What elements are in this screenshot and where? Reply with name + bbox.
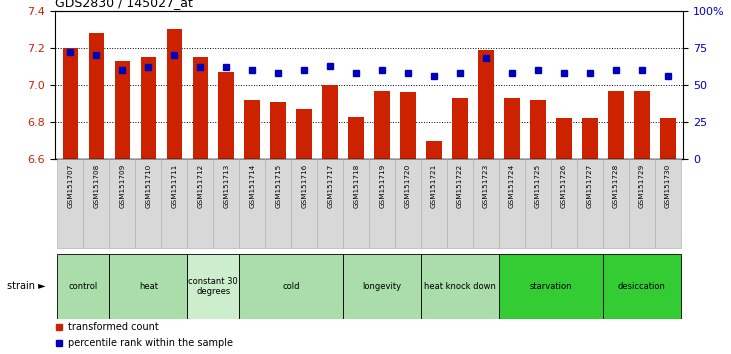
Text: GSM151726: GSM151726	[561, 164, 567, 208]
Bar	[140, 57, 156, 159]
Bar	[473, 159, 499, 248]
Text: GSM151719: GSM151719	[379, 164, 385, 208]
Bar	[369, 159, 395, 248]
Bar	[629, 159, 655, 248]
Bar	[374, 91, 390, 159]
Bar	[395, 159, 421, 248]
Bar	[582, 119, 598, 159]
Text: GSM151730: GSM151730	[665, 164, 671, 208]
Bar	[447, 159, 473, 248]
Bar	[603, 254, 681, 319]
Bar	[265, 159, 291, 248]
Text: constant 30
degrees: constant 30 degrees	[189, 277, 238, 296]
Text: starvation: starvation	[530, 282, 572, 291]
Text: transformed count: transformed count	[68, 322, 159, 332]
Bar	[343, 254, 421, 319]
Text: GSM151712: GSM151712	[197, 164, 203, 208]
Bar	[499, 254, 603, 319]
Bar	[421, 254, 499, 319]
Bar	[244, 100, 260, 159]
Bar	[478, 50, 494, 159]
Bar	[213, 159, 239, 248]
Bar	[660, 119, 675, 159]
Bar	[291, 159, 317, 248]
Text: GSM151721: GSM151721	[431, 164, 437, 208]
Bar	[421, 159, 447, 248]
Bar	[655, 159, 681, 248]
Text: GSM151710: GSM151710	[145, 164, 151, 208]
Text: GDS2830 / 145027_at: GDS2830 / 145027_at	[55, 0, 193, 10]
Text: cold: cold	[282, 282, 300, 291]
Bar	[239, 254, 343, 319]
Text: GSM151727: GSM151727	[587, 164, 593, 208]
Bar	[296, 109, 312, 159]
Bar	[135, 159, 162, 248]
Text: GSM151720: GSM151720	[405, 164, 411, 208]
Bar	[452, 98, 468, 159]
Text: GSM151714: GSM151714	[249, 164, 255, 208]
Bar	[162, 159, 187, 248]
Bar	[115, 61, 130, 159]
Bar	[167, 29, 182, 159]
Text: GSM151722: GSM151722	[457, 164, 463, 208]
Bar	[219, 72, 234, 159]
Text: GSM151717: GSM151717	[327, 164, 333, 208]
Text: GSM151725: GSM151725	[535, 164, 541, 208]
Bar	[349, 116, 364, 159]
Text: GSM151728: GSM151728	[613, 164, 619, 208]
Text: GSM151715: GSM151715	[276, 164, 281, 208]
Bar	[556, 119, 572, 159]
Bar	[317, 159, 343, 248]
Text: longevity: longevity	[363, 282, 402, 291]
Bar	[426, 141, 442, 159]
Text: GSM151709: GSM151709	[119, 164, 126, 208]
Bar	[63, 48, 78, 159]
Bar	[83, 159, 110, 248]
Text: desiccation: desiccation	[618, 282, 666, 291]
Bar	[608, 91, 624, 159]
Text: heat knock down: heat knock down	[424, 282, 496, 291]
Text: heat: heat	[139, 282, 158, 291]
Bar	[634, 91, 650, 159]
Text: GSM151707: GSM151707	[67, 164, 73, 208]
Bar	[504, 98, 520, 159]
Bar	[551, 159, 577, 248]
Bar	[322, 85, 338, 159]
Bar	[110, 159, 135, 248]
Bar	[530, 100, 546, 159]
Bar	[603, 159, 629, 248]
Bar	[239, 159, 265, 248]
Bar	[270, 102, 286, 159]
Bar	[187, 254, 239, 319]
Text: percentile rank within the sample: percentile rank within the sample	[68, 338, 233, 348]
Bar	[58, 159, 83, 248]
Bar	[401, 92, 416, 159]
Bar	[192, 57, 208, 159]
Bar	[525, 159, 551, 248]
Text: GSM151718: GSM151718	[353, 164, 359, 208]
Text: GSM151724: GSM151724	[509, 164, 515, 208]
Text: GSM151711: GSM151711	[171, 164, 178, 208]
Text: GSM151716: GSM151716	[301, 164, 307, 208]
Bar	[187, 159, 213, 248]
Bar	[499, 159, 525, 248]
Bar	[110, 254, 187, 319]
Text: GSM151708: GSM151708	[94, 164, 99, 208]
Text: GSM151729: GSM151729	[639, 164, 645, 208]
Bar	[88, 33, 105, 159]
Bar	[58, 254, 110, 319]
Bar	[577, 159, 603, 248]
Text: control: control	[69, 282, 98, 291]
Bar	[343, 159, 369, 248]
Text: GSM151713: GSM151713	[223, 164, 230, 208]
Text: GSM151723: GSM151723	[483, 164, 489, 208]
Text: strain ►: strain ►	[7, 281, 46, 291]
